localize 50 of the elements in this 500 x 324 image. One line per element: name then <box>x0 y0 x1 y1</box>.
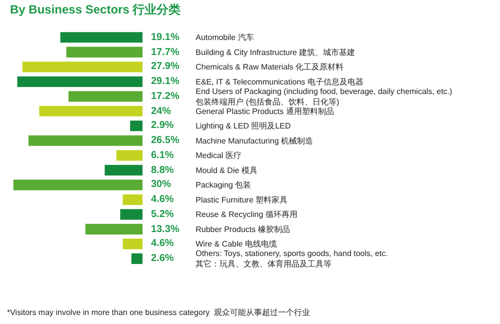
y-tick-label: Reuse & Recycling 循环再用 <box>196 210 298 220</box>
data-label: 2.9% <box>151 120 174 131</box>
data-label: 24% <box>151 106 172 117</box>
data-label: 6.1% <box>151 150 174 161</box>
y-tick-label: End Users of Packaging (including food, beverage, daily chemicals, etc.) 包装终端用户 (包括食品、饮料、日化等) <box>196 86 453 106</box>
y-tick-label: General Plastic Products 通用塑料制品 <box>196 106 334 116</box>
data-label: 17.2% <box>151 91 180 102</box>
y-tick-label: Others: Toys, stationery, sports goods, hand tools, etc. 其它：玩具、文教、体育用品及工具等 <box>196 249 388 269</box>
data-label: 30% <box>151 179 172 190</box>
y-tick-label: Lighting & LED 照明及LED <box>196 122 291 131</box>
bar <box>39 106 143 116</box>
bar <box>131 253 143 264</box>
y-tick-label: Chemicals & Raw Materials 化工及原材料 <box>196 62 344 72</box>
bar <box>116 150 143 161</box>
bar <box>28 135 143 146</box>
bar <box>22 62 143 72</box>
bar <box>130 120 143 132</box>
bar <box>85 224 143 234</box>
data-label: 4.6% <box>151 238 174 249</box>
y-tick-label: Machine Manufacturing 机械制造 <box>196 136 313 146</box>
data-label: 4.6% <box>151 194 174 205</box>
data-label: 13.3% <box>151 224 180 235</box>
data-label: 29.1% <box>151 76 180 87</box>
y-tick-label: Mould & Die 模具 <box>196 166 258 175</box>
data-label: 8.8% <box>151 165 174 176</box>
chart-title: By Business Sectors 行业分类 <box>10 2 181 16</box>
bar <box>120 209 143 220</box>
y-tick-label: Automobile 汽车 <box>196 33 254 42</box>
data-label: 5.2% <box>151 209 174 220</box>
y-tick-label: E&E, IT & Telecommunications 电子信息及电器 <box>196 77 364 86</box>
text: *Visitors may involve in more than one business category 观众可能从事超过一个行业 <box>7 308 310 317</box>
data-label: 27.9% <box>151 61 180 72</box>
bar <box>122 194 143 205</box>
bar <box>68 91 143 102</box>
y-tick-label: Building & City Infrastructure 建筑、城市基建 <box>196 48 356 57</box>
bar <box>122 238 143 250</box>
bar <box>60 32 143 43</box>
bar <box>17 76 143 87</box>
data-label: 17.7% <box>151 47 180 58</box>
y-tick-label: Medical 医疗 <box>196 151 242 160</box>
y-tick-label: Plastic Furniture 塑料家具 <box>196 195 288 204</box>
data-label: 26.5% <box>151 135 180 146</box>
y-tick-label: Rubber Products 橡胶制品 <box>196 224 290 234</box>
data-label: 2.6% <box>151 253 174 264</box>
y-tick-label: Wire & Cable 电线电缆 <box>196 240 277 249</box>
data-label: 19.1% <box>151 32 180 43</box>
bar <box>66 46 143 58</box>
bar <box>104 164 143 176</box>
bar <box>13 180 143 190</box>
y-tick-label: Packaging 包装 <box>196 180 252 190</box>
